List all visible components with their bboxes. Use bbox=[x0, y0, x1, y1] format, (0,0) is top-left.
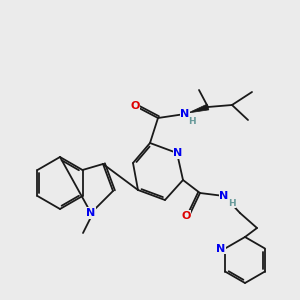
Text: N: N bbox=[86, 208, 96, 218]
Polygon shape bbox=[188, 104, 209, 113]
Text: O: O bbox=[130, 101, 140, 111]
Text: N: N bbox=[217, 244, 226, 254]
Text: H: H bbox=[228, 199, 236, 208]
Text: O: O bbox=[181, 211, 191, 221]
Text: N: N bbox=[180, 109, 190, 119]
Text: H: H bbox=[188, 118, 196, 127]
Text: N: N bbox=[173, 148, 183, 158]
Text: N: N bbox=[219, 191, 229, 201]
